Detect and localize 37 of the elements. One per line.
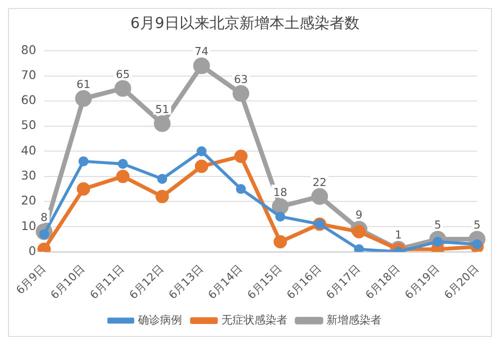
x-tick-label: 6月11日 (87, 262, 127, 302)
y-tick-label: 20 (20, 194, 36, 208)
y-tick-label: 40 (20, 143, 36, 158)
data-label: 65 (116, 68, 130, 81)
data-label: 61 (76, 78, 90, 91)
x-tick-label: 6月18日 (362, 262, 402, 302)
legend-label: 新增感染者 (326, 313, 382, 326)
data-label: 63 (234, 72, 248, 86)
y-tick-label: 70 (20, 68, 36, 82)
x-tick-label: 6月13日 (166, 262, 206, 302)
x-tick-label: 6月15日 (244, 262, 284, 302)
legend-label: 确诊病例 (137, 313, 182, 326)
x-tick-label: 6月19日 (402, 262, 442, 302)
data-label: 9 (355, 208, 363, 222)
x-tick-label: 6月16日 (284, 262, 324, 302)
legend-label: 无症状感染者 (221, 313, 288, 326)
x-tick-label: 6月17日 (324, 262, 364, 302)
x-tick-label: 6月12日 (126, 262, 166, 302)
y-tick-label: 60 (20, 93, 36, 108)
data-label: 74 (194, 45, 209, 58)
x-tick-label: 6月14日 (205, 262, 246, 302)
y-tick-label: 10 (20, 218, 36, 233)
y-tick-label: 80 (20, 42, 36, 57)
chart-title: 6月9日以来北京新增本土感染者数 (130, 14, 360, 32)
y-tick-label: 30 (20, 168, 36, 182)
data-label: 51 (155, 103, 170, 116)
x-tick-label: 6月10日 (48, 262, 88, 302)
y-tick-label: 0 (28, 244, 36, 258)
data-label: 8 (40, 211, 48, 224)
y-tick-label: 50 (20, 118, 36, 132)
data-label: 22 (312, 176, 327, 189)
data-label: 5 (434, 218, 442, 232)
x-tick-label: 6月20日 (442, 262, 482, 302)
data-label: 5 (474, 218, 481, 232)
data-label: 1 (394, 228, 402, 242)
data-label: 18 (273, 186, 288, 199)
x-tick-label: 6月9日 (14, 262, 48, 297)
